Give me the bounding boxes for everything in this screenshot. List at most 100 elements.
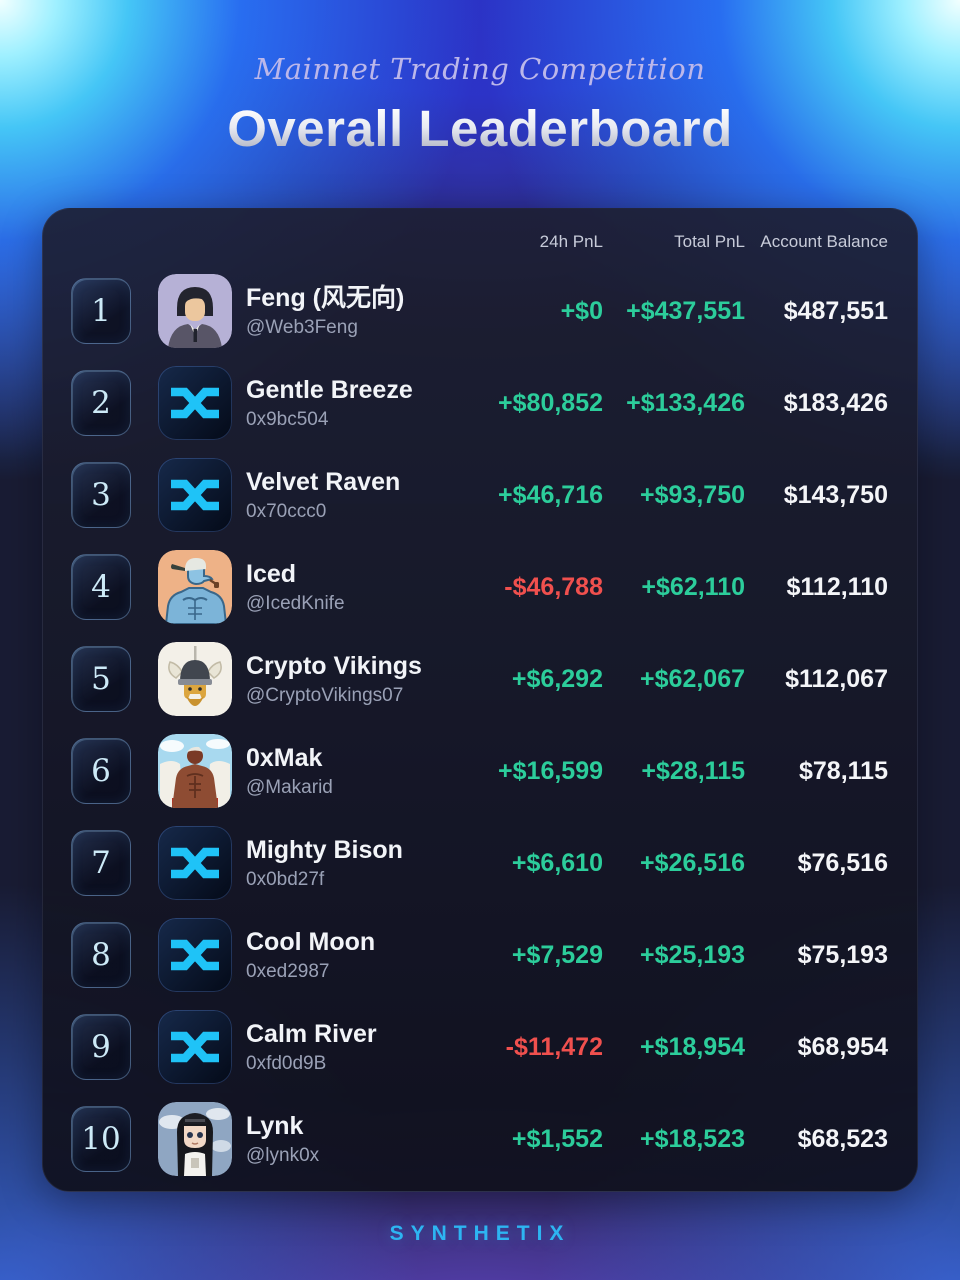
rank-badge: 2 <box>71 370 131 436</box>
trader-handle: 0xfd0d9B <box>246 1052 327 1074</box>
pnl-24h-value: +$6,610 <box>511 848 603 877</box>
trader-identity: Feng (风无向) @Web3Feng <box>246 283 453 340</box>
column-headers: 24h PnL Total PnL Account Balance <box>71 219 888 265</box>
mak-figure-icon <box>158 734 232 808</box>
trader-identity: Crypto Vikings @CryptoVikings07 <box>246 651 453 708</box>
trader-identity: Lynk @lynk0x <box>246 1111 453 1168</box>
pnl-24h-value: -$11,472 <box>505 1032 603 1061</box>
avatar <box>158 458 232 532</box>
trader-handle: @Web3Feng <box>246 316 358 338</box>
trader-handle: 0x70ccc0 <box>246 500 327 522</box>
trader-handle: @Makarid <box>246 776 333 798</box>
pnl-24h-value: +$7,529 <box>511 940 603 969</box>
pnl-total-value: +$25,193 <box>640 940 745 969</box>
trader-name: Lynk <box>246 1111 304 1140</box>
account-balance-value: $78,115 <box>799 756 888 785</box>
avatar <box>158 826 232 900</box>
trader-handle: 0x0bd27f <box>246 868 325 890</box>
rank-badge: 1 <box>71 278 131 344</box>
trader-identity: Velvet Raven 0x70ccc0 <box>246 467 453 524</box>
leaderboard-rows: 1 Feng (风无向) @Web3Feng +$0 +$437,551 $48… <box>71 265 888 1185</box>
trader-name: Cool Moon <box>246 927 376 956</box>
trader-handle: 0xed2987 <box>246 960 330 982</box>
account-balance-value: $487,551 <box>783 296 888 325</box>
pnl-total-value: +$133,426 <box>626 388 745 417</box>
pnl-total-value: +$93,750 <box>640 480 745 509</box>
pnl-24h-value: +$0 <box>560 296 603 325</box>
lynk-girl-icon <box>158 1102 232 1176</box>
trader-name: Velvet Raven <box>246 467 401 496</box>
synthetix-logo-icon <box>158 458 232 532</box>
rank-badge: 5 <box>71 646 131 712</box>
trader-identity: 0xMak @Makarid <box>246 743 453 800</box>
account-balance-value: $76,516 <box>797 848 888 877</box>
account-balance-value: $183,426 <box>783 388 888 417</box>
trader-identity: Gentle Breeze 0x9bc504 <box>246 375 453 432</box>
trader-handle: @IcedKnife <box>246 592 345 614</box>
page-header: Mainnet Trading Competition Overall Lead… <box>0 0 960 158</box>
trader-name: Mighty Bison <box>246 835 403 864</box>
rank-number: 9 <box>91 1029 111 1065</box>
pnl-24h-value: +$46,716 <box>498 480 603 509</box>
competition-subtitle: Mainnet Trading Competition <box>254 52 706 86</box>
rank-badge: 8 <box>71 922 131 988</box>
rank-badge: 6 <box>71 738 131 804</box>
table-row: 3 Velvet Raven 0x70ccc0 +$46,716 +$93,75… <box>71 449 888 541</box>
avatar <box>158 642 232 716</box>
table-row: 1 Feng (风无向) @Web3Feng +$0 +$437,551 $48… <box>71 265 888 357</box>
trader-handle: 0x9bc504 <box>246 408 329 430</box>
synthetix-logo-icon <box>158 366 232 440</box>
table-row: 5 Crypto Vikings @CryptoVikings07 +$6,29… <box>71 633 888 725</box>
pnl-total-value: +$18,954 <box>640 1032 745 1061</box>
trader-handle: @CryptoVikings07 <box>246 684 404 706</box>
rank-badge: 10 <box>71 1106 131 1172</box>
table-row: 2 Gentle Breeze 0x9bc504 +$80,852 +$133,… <box>71 357 888 449</box>
pnl-24h-value: +$16,599 <box>498 756 603 785</box>
rank-number: 6 <box>91 753 111 789</box>
trader-name: Iced <box>246 559 297 588</box>
account-balance-value: $143,750 <box>783 480 888 509</box>
page-title: Overall Leaderboard <box>0 99 960 158</box>
table-row: 9 Calm River 0xfd0d9B -$11,472 +$18,954 … <box>71 1001 888 1093</box>
account-balance-value: $112,067 <box>785 664 888 693</box>
rank-badge: 9 <box>71 1014 131 1080</box>
avatar <box>158 1102 232 1176</box>
avatar <box>158 550 232 624</box>
pnl-total-value: +$437,551 <box>626 296 745 325</box>
column-header-24h-pnl: 24h PnL <box>539 232 603 251</box>
iced-figure-icon <box>158 550 232 624</box>
trader-identity: Calm River 0xfd0d9B <box>246 1019 453 1076</box>
rank-number: 4 <box>91 569 111 605</box>
trader-name: Feng (风无向) <box>246 283 405 312</box>
pnl-total-value: +$62,110 <box>641 572 745 601</box>
rank-number: 8 <box>91 937 111 973</box>
account-balance-value: $75,193 <box>797 940 888 969</box>
synthetix-logo-icon <box>158 826 232 900</box>
rank-number: 1 <box>91 293 111 329</box>
account-balance-value: $68,523 <box>797 1124 888 1153</box>
trader-handle: @lynk0x <box>246 1144 320 1166</box>
table-row: 8 Cool Moon 0xed2987 +$7,529 +$25,193 $7… <box>71 909 888 1001</box>
synthetix-logo-icon <box>158 918 232 992</box>
trader-name: Calm River <box>246 1019 377 1048</box>
avatar <box>158 1010 232 1084</box>
table-row: 7 Mighty Bison 0x0bd27f +$6,610 +$26,516… <box>71 817 888 909</box>
account-balance-value: $112,110 <box>786 572 888 601</box>
column-header-account-balance: Account Balance <box>760 232 888 251</box>
rank-number: 5 <box>91 661 111 697</box>
pnl-total-value: +$26,516 <box>640 848 745 877</box>
rank-badge: 7 <box>71 830 131 896</box>
pnl-24h-value: +$80,852 <box>498 388 603 417</box>
avatar <box>158 918 232 992</box>
rank-badge: 4 <box>71 554 131 620</box>
column-header-total-pnl: Total PnL <box>674 232 745 251</box>
rank-number: 7 <box>91 845 111 881</box>
feng-portrait-icon <box>158 274 232 348</box>
page-footer: SYNTHETIX <box>0 1222 960 1246</box>
trader-identity: Iced @IcedKnife <box>246 559 453 616</box>
synthetix-wordmark: SYNTHETIX <box>389 1222 571 1245</box>
viking-helmet-icon <box>158 642 232 716</box>
trader-identity: Mighty Bison 0x0bd27f <box>246 835 453 892</box>
avatar <box>158 366 232 440</box>
